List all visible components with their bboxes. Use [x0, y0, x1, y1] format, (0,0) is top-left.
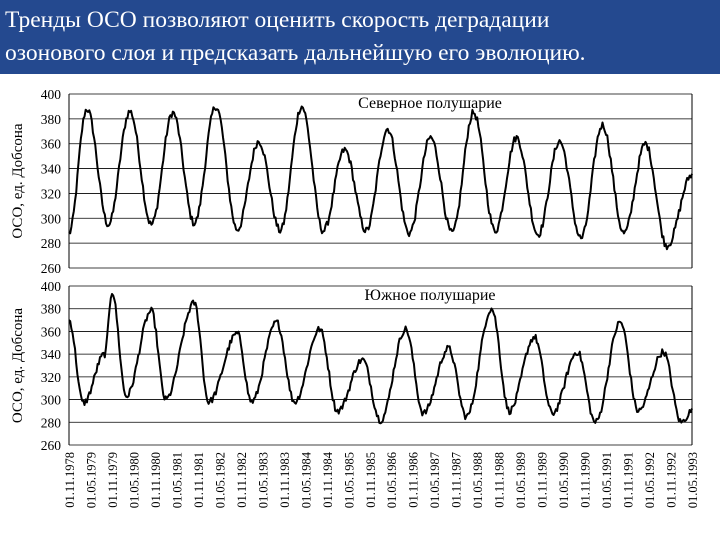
x-tick-label: 01.11.1984: [321, 451, 335, 508]
x-tick-label: 01.11.1981: [192, 452, 206, 508]
y-tick-label: 320: [41, 186, 62, 201]
y-tick-label: 260: [41, 438, 62, 453]
x-tick-label: 01.11.1978: [63, 452, 77, 508]
x-tick-label: 01.11.1985: [364, 452, 378, 508]
series-line: [68, 105, 693, 251]
x-tick-label: 01.11.1982: [235, 452, 249, 508]
x-tick-label: 01.05.1987: [428, 452, 442, 508]
y-tick-label: 380: [41, 112, 62, 127]
slide-title-bar: Тренды ОСО позволяют оценить скорость де…: [0, 0, 720, 74]
x-tick-label: 01.11.1979: [106, 452, 120, 508]
x-tick-label: 01.11.1980: [149, 452, 163, 508]
y-axis-label: ОСО, ед. Добсона: [10, 123, 26, 238]
x-tick-label: 01.05.1983: [256, 452, 270, 508]
x-tick-label: 01.11.1983: [278, 452, 292, 508]
x-tick-label: 01.11.1990: [579, 452, 593, 508]
series-line: [68, 293, 693, 425]
y-tick-label: 280: [41, 236, 62, 251]
x-tick-label: 01.05.1990: [557, 452, 571, 508]
y-tick-label: 300: [41, 393, 62, 408]
y-tick-label: 400: [41, 87, 62, 102]
ozone-charts: 260 280 300 320 340 360 380 400 ОСО, ед. Добсона…: [10, 87, 700, 508]
x-tick-label: 01.11.1986: [407, 452, 421, 508]
y-tick-label: 360: [41, 137, 62, 152]
y-tick-label: 400: [41, 279, 62, 294]
x-tick-label: 01.05.1986: [385, 452, 399, 508]
x-axis-ticks: 01.11.1978 01.05.1979 01.11.1979 01.05.1980…: [63, 451, 700, 508]
x-tick-label: 01.11.1988: [493, 452, 507, 508]
x-tick-label: 01.11.1991: [622, 452, 636, 508]
x-tick-label: 01.05.1984: [299, 451, 313, 508]
panel-title: Южное полушарие: [365, 287, 496, 304]
y-tick-label: 360: [41, 324, 62, 339]
x-tick-label: 01.05.1980: [127, 452, 141, 508]
y-tick-label: 340: [41, 162, 62, 177]
x-tick-label: 01.05.1988: [471, 452, 485, 508]
y-tick-label: 320: [41, 370, 62, 385]
x-tick-label: 01.05.1982: [213, 452, 227, 508]
y-tick-label: 340: [41, 347, 62, 362]
panel-southern: 260 280 300 320 340 360 380 400 ОСО, ед. Добсона…: [10, 279, 693, 453]
x-tick-label: 01.05.1985: [342, 452, 356, 508]
x-tick-label: 01.11.1987: [450, 452, 464, 508]
x-tick-label: 01.05.1979: [85, 452, 99, 508]
x-tick-label: 01.05.1981: [170, 452, 184, 508]
x-tick-label: 01.05.1993: [686, 452, 700, 508]
panel-northern: 260 280 300 320 340 360 380 400 ОСО, ед. Добсона…: [10, 87, 693, 276]
y-tick-label: 380: [41, 302, 62, 317]
y-tick-label: 300: [41, 211, 62, 226]
y-tick-label: 280: [41, 415, 62, 430]
panel-title: Северное полушарие: [358, 95, 502, 112]
x-tick-label: 01.11.1992: [665, 452, 679, 508]
x-tick-label: 01.05.1989: [514, 452, 528, 508]
x-tick-label: 01.05.1991: [600, 452, 614, 508]
y-tick-label: 260: [41, 261, 62, 276]
x-tick-label: 01.11.1989: [536, 452, 550, 508]
y-axis-label: ОСО, ед. Добсона: [10, 308, 26, 423]
slide-title-line-1: Тренды ОСО позволяют оценить скорость де…: [5, 7, 550, 33]
slide-title-line-2: озонового слоя и предсказать дальнейшую …: [5, 40, 586, 66]
x-tick-label: 01.05.1992: [643, 452, 657, 508]
